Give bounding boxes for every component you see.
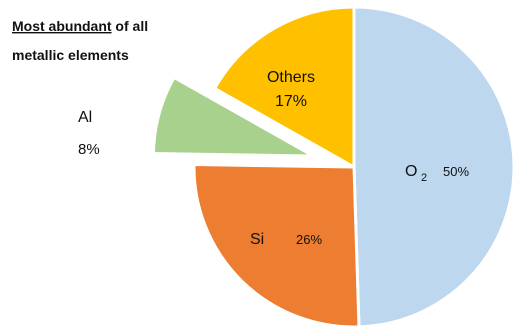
slice-name-label-others: Others [267, 69, 315, 86]
annotation-line-2: metallic elements [12, 47, 129, 63]
chart-annotation: Most abundant of all metallic elements [12, 18, 148, 63]
pie-slice-al [151, 75, 315, 158]
annotation-line-1: Most abundant of all [12, 18, 148, 34]
pie-slice-others [213, 5, 356, 169]
slice-value-label-si: 26% [296, 232, 322, 247]
slice-value-label-o: 50% [443, 164, 469, 179]
slice-name-label-o: O [405, 163, 417, 180]
slice-name-label-si: Si [250, 231, 264, 248]
pie-slice-o [352, 5, 514, 329]
annotation-rest-text: of all [112, 18, 149, 34]
pie-slices [151, 5, 514, 329]
slice-name-label-al: Al [78, 109, 92, 126]
annotation-underlined-text: Most abundant [12, 18, 112, 34]
pie-slice-si [192, 163, 361, 329]
slice-value-label-al: 8% [78, 141, 100, 158]
pie-labels: O 2 50% Si 26% Al 8% Others 17% [78, 69, 469, 248]
slice-name-subscript-o: 2 [421, 172, 427, 184]
slice-value-label-others: 17% [275, 93, 307, 110]
